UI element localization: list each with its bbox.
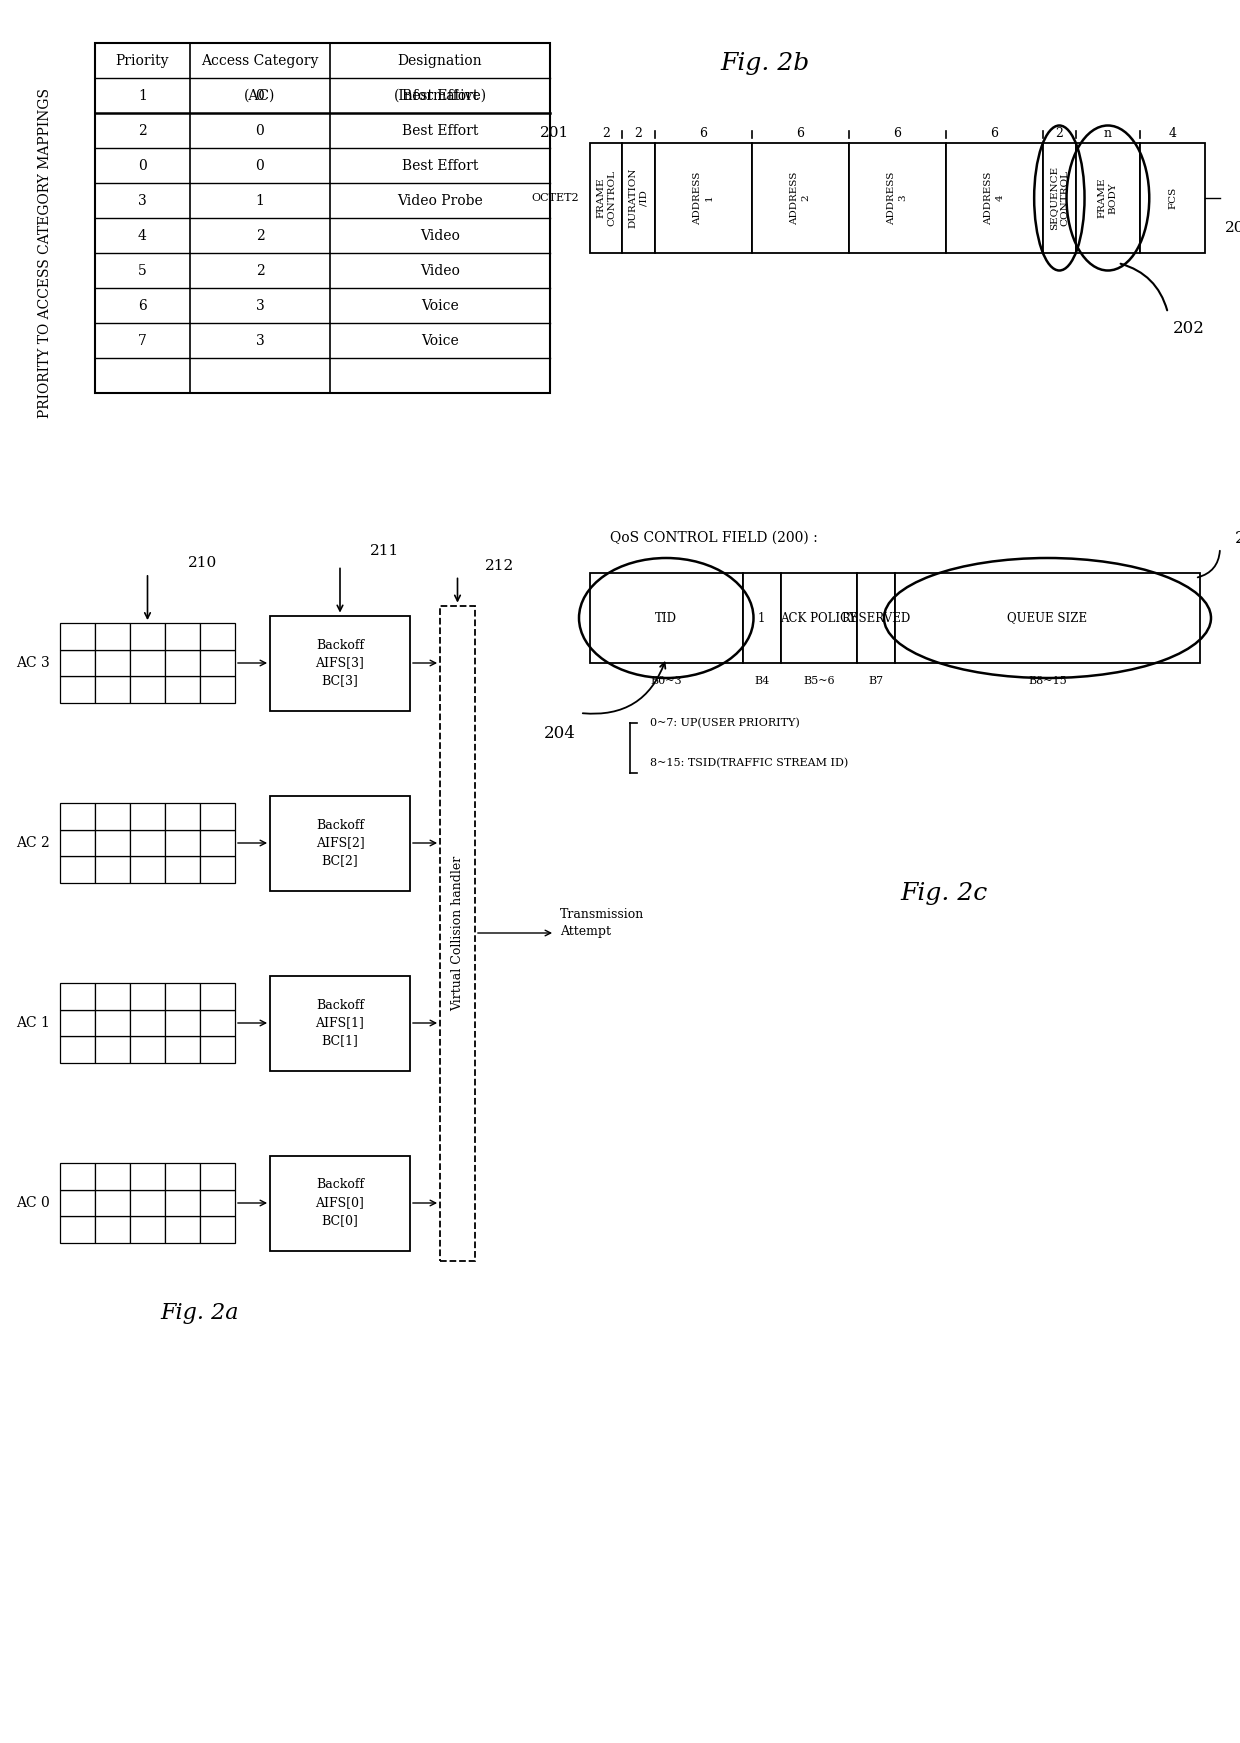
Bar bbox=[590, 143, 622, 253]
Text: 2: 2 bbox=[138, 124, 146, 138]
Bar bbox=[165, 650, 200, 676]
Bar bbox=[270, 1156, 410, 1250]
Bar bbox=[95, 1009, 130, 1037]
Bar bbox=[95, 676, 130, 702]
Bar bbox=[95, 983, 130, 1009]
Text: FRAME
BODY: FRAME BODY bbox=[1097, 178, 1118, 218]
Text: 4: 4 bbox=[138, 228, 146, 242]
Text: 200: 200 bbox=[1225, 221, 1240, 235]
Text: 0: 0 bbox=[255, 159, 264, 173]
Bar bbox=[200, 830, 236, 856]
Text: 0: 0 bbox=[255, 89, 264, 103]
Text: TID: TID bbox=[655, 612, 677, 624]
Bar bbox=[895, 573, 1200, 662]
Text: ADDRESS
2: ADDRESS 2 bbox=[790, 171, 811, 225]
Text: B5~6: B5~6 bbox=[804, 676, 835, 687]
Bar bbox=[60, 1009, 95, 1037]
Text: Fig. 2c: Fig. 2c bbox=[900, 882, 987, 905]
Text: 1: 1 bbox=[758, 612, 765, 624]
Bar bbox=[440, 605, 475, 1260]
Bar bbox=[60, 1163, 95, 1190]
Bar bbox=[200, 650, 236, 676]
Text: ADDRESS
4: ADDRESS 4 bbox=[985, 171, 1004, 225]
Text: Voice: Voice bbox=[422, 333, 459, 347]
Text: Designation: Designation bbox=[398, 54, 482, 68]
Text: PRIORITY TO ACCESS CATEGORY MAPPINGS: PRIORITY TO ACCESS CATEGORY MAPPINGS bbox=[38, 87, 52, 418]
Bar bbox=[130, 1009, 165, 1037]
Text: 0: 0 bbox=[138, 159, 146, 173]
Text: FCS: FCS bbox=[1168, 187, 1177, 209]
Text: 2: 2 bbox=[1055, 127, 1063, 139]
Text: Backoff
AIFS[1]
BC[1]: Backoff AIFS[1] BC[1] bbox=[315, 999, 365, 1048]
Text: 6: 6 bbox=[138, 298, 146, 312]
Text: 202: 202 bbox=[1173, 319, 1205, 336]
Bar bbox=[751, 143, 849, 253]
Bar bbox=[781, 573, 857, 662]
Bar bbox=[95, 1190, 130, 1217]
Bar bbox=[270, 976, 410, 1070]
Text: 212: 212 bbox=[485, 558, 515, 572]
Text: B8~15: B8~15 bbox=[1028, 676, 1066, 687]
Text: 8~15: TSID(TRAFFIC STREAM ID): 8~15: TSID(TRAFFIC STREAM ID) bbox=[650, 758, 848, 769]
Text: 3: 3 bbox=[255, 298, 264, 312]
Bar bbox=[165, 856, 200, 884]
Bar bbox=[60, 1037, 95, 1063]
Bar bbox=[200, 622, 236, 650]
Text: SEQUENCE
CONTROL: SEQUENCE CONTROL bbox=[1049, 166, 1069, 230]
Bar bbox=[200, 1009, 236, 1037]
Text: 6: 6 bbox=[796, 127, 805, 139]
Text: 203: 203 bbox=[1235, 530, 1240, 547]
Text: AC 2: AC 2 bbox=[16, 837, 50, 851]
Text: OCTET2: OCTET2 bbox=[531, 193, 579, 202]
Text: 7: 7 bbox=[138, 333, 146, 347]
Text: Backoff
AIFS[2]
BC[2]: Backoff AIFS[2] BC[2] bbox=[316, 819, 365, 868]
Bar bbox=[165, 1009, 200, 1037]
Bar bbox=[1075, 143, 1141, 253]
Text: (AC): (AC) bbox=[244, 89, 275, 103]
Text: Best Effort: Best Effort bbox=[402, 89, 479, 103]
Text: 204: 204 bbox=[544, 725, 575, 741]
Bar bbox=[165, 1037, 200, 1063]
Text: DURATION
/ID: DURATION /ID bbox=[629, 167, 649, 228]
Bar bbox=[165, 804, 200, 830]
Bar bbox=[95, 1217, 130, 1243]
Bar bbox=[200, 676, 236, 702]
Text: B4: B4 bbox=[754, 676, 769, 687]
Bar bbox=[95, 650, 130, 676]
Bar bbox=[849, 143, 946, 253]
Bar bbox=[60, 856, 95, 884]
Text: B0~3: B0~3 bbox=[651, 676, 682, 687]
Bar bbox=[130, 676, 165, 702]
Bar bbox=[200, 983, 236, 1009]
Bar bbox=[165, 983, 200, 1009]
Text: Transmission
Attempt: Transmission Attempt bbox=[560, 908, 645, 938]
Text: AC 1: AC 1 bbox=[16, 1016, 50, 1030]
Bar bbox=[857, 573, 895, 662]
Text: Backoff
AIFS[0]
BC[0]: Backoff AIFS[0] BC[0] bbox=[315, 1178, 365, 1227]
Text: 1: 1 bbox=[255, 193, 264, 207]
Text: 2: 2 bbox=[255, 228, 264, 242]
Bar bbox=[60, 676, 95, 702]
Bar bbox=[60, 1190, 95, 1217]
Text: Video: Video bbox=[420, 263, 460, 277]
Bar bbox=[95, 1037, 130, 1063]
Bar bbox=[200, 1190, 236, 1217]
Bar bbox=[95, 804, 130, 830]
Bar bbox=[95, 44, 551, 392]
Bar bbox=[60, 1217, 95, 1243]
Text: 1: 1 bbox=[138, 89, 146, 103]
Bar bbox=[60, 983, 95, 1009]
Text: ADDRESS
3: ADDRESS 3 bbox=[888, 171, 908, 225]
Bar bbox=[590, 573, 743, 662]
Text: 5: 5 bbox=[138, 263, 146, 277]
Bar bbox=[655, 143, 751, 253]
Text: 3: 3 bbox=[138, 193, 146, 207]
Text: RESERVED: RESERVED bbox=[841, 612, 910, 624]
Bar bbox=[60, 804, 95, 830]
Bar bbox=[165, 1163, 200, 1190]
Bar bbox=[130, 856, 165, 884]
Bar bbox=[130, 983, 165, 1009]
Text: Priority: Priority bbox=[115, 54, 169, 68]
Text: Fig. 2b: Fig. 2b bbox=[720, 52, 810, 75]
Bar bbox=[95, 856, 130, 884]
